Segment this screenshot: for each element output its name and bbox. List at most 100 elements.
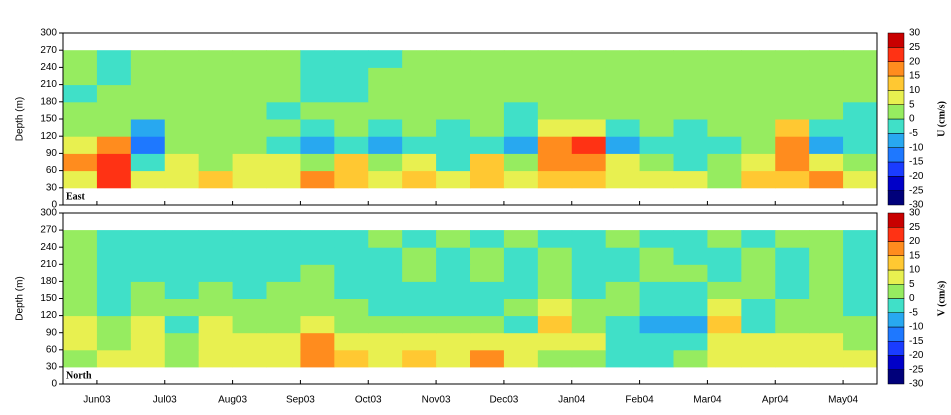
heat-cell [775, 153, 810, 172]
heat-cell [96, 264, 132, 282]
heat-cell [537, 230, 573, 248]
heat-cell [130, 264, 166, 282]
heat-cell [707, 332, 742, 351]
heat-cell [707, 84, 742, 103]
heat-cell [470, 101, 505, 120]
heat-cell [571, 349, 607, 368]
colorbar-tick-label: -10 [909, 322, 924, 333]
heat-cell [436, 170, 471, 189]
heat-cell [809, 264, 844, 282]
heat-cell [334, 153, 369, 172]
colorbar-label: V (cm/s) [936, 281, 947, 317]
heat-cell [334, 315, 369, 334]
heat-cell [63, 50, 98, 68]
heat-cell [334, 332, 369, 351]
y-tick-label: 60 [46, 165, 58, 176]
heat-cell [232, 264, 267, 282]
heat-cell [164, 84, 200, 103]
heat-cell [605, 264, 641, 282]
heat-cell [436, 247, 471, 265]
colorbar-tick-label: 30 [909, 28, 921, 39]
heat-cell [741, 170, 776, 189]
heat-cell [809, 315, 844, 334]
heat-cell [300, 84, 335, 103]
heat-cell [571, 119, 607, 137]
heat-cell [368, 119, 403, 137]
heat-cell [707, 264, 742, 282]
heat-cell [130, 170, 166, 189]
heat-cell [368, 50, 403, 68]
heat-cell [232, 50, 267, 68]
heat-cell [673, 349, 708, 368]
heat-cell [571, 247, 607, 265]
heat-cell [775, 264, 810, 282]
heat-cell [741, 136, 776, 154]
colorbar-tick-label: 10 [909, 85, 921, 96]
heat-cell [96, 101, 132, 120]
heat-cell [639, 67, 674, 86]
colorbar-bin [887, 190, 905, 206]
heat-cell [673, 119, 708, 137]
heat-cell [130, 119, 166, 137]
heat-cell [537, 264, 573, 282]
colorbar-bin [887, 47, 905, 62]
heat-cell [537, 281, 573, 299]
heat-cell [130, 67, 166, 86]
heat-cell [741, 84, 776, 103]
x-tick-label: Feb04 [625, 395, 654, 406]
y-tick-label: 270 [40, 45, 57, 56]
heat-cell [130, 101, 166, 120]
x-tick-label: Nov03 [422, 395, 451, 406]
heat-cell [470, 84, 505, 103]
heat-cell [809, 230, 844, 248]
heat-cell [673, 84, 708, 103]
heat-cell [130, 50, 166, 68]
y-tick-label: 240 [40, 242, 57, 253]
heat-cell [198, 281, 234, 299]
heat-cell [843, 136, 878, 154]
heat-cell [368, 332, 403, 351]
heat-cell [707, 136, 742, 154]
colorbar-tick-label: 15 [909, 250, 921, 261]
heat-cell [164, 136, 200, 154]
heat-cell [63, 84, 98, 103]
heat-cell [707, 281, 742, 299]
heat-cell [775, 101, 810, 120]
y-tick-label: 270 [40, 225, 57, 236]
heat-cell [809, 101, 844, 120]
y-tick-label: 180 [40, 96, 57, 107]
y-tick-label: 240 [40, 62, 57, 73]
heat-cell [164, 50, 200, 68]
heat-cell [368, 315, 403, 334]
panel-label: North [66, 370, 92, 381]
heat-cell [843, 153, 878, 172]
heat-cell [300, 247, 335, 265]
heat-cell [334, 67, 369, 86]
heat-cell [300, 101, 335, 120]
heat-cell [368, 230, 403, 248]
heat-cell [571, 67, 607, 86]
heat-cell [470, 50, 505, 68]
heat-cell [232, 315, 267, 334]
heat-cell [503, 264, 539, 282]
colorbar-tick-label: 5 [909, 99, 915, 110]
colorbar-tick-label: -20 [909, 171, 924, 182]
colorbar-bin [887, 369, 905, 385]
heat-cell [63, 264, 98, 282]
heat-cell [537, 332, 573, 351]
heat-cell [843, 230, 878, 248]
heat-cell [639, 349, 674, 368]
heat-cell [436, 349, 471, 368]
colorbar-tick-label: 5 [909, 279, 915, 290]
heat-cell [809, 170, 844, 189]
heat-cell [198, 247, 234, 265]
y-axis-label: Depth (m) [15, 276, 26, 320]
heat-cell [673, 281, 708, 299]
heat-cell [198, 84, 234, 103]
heat-cell [571, 315, 607, 334]
heat-cell [402, 67, 437, 86]
heat-cell [537, 136, 573, 154]
heat-cell [334, 84, 369, 103]
heat-cell [334, 349, 369, 368]
heat-cell [673, 230, 708, 248]
